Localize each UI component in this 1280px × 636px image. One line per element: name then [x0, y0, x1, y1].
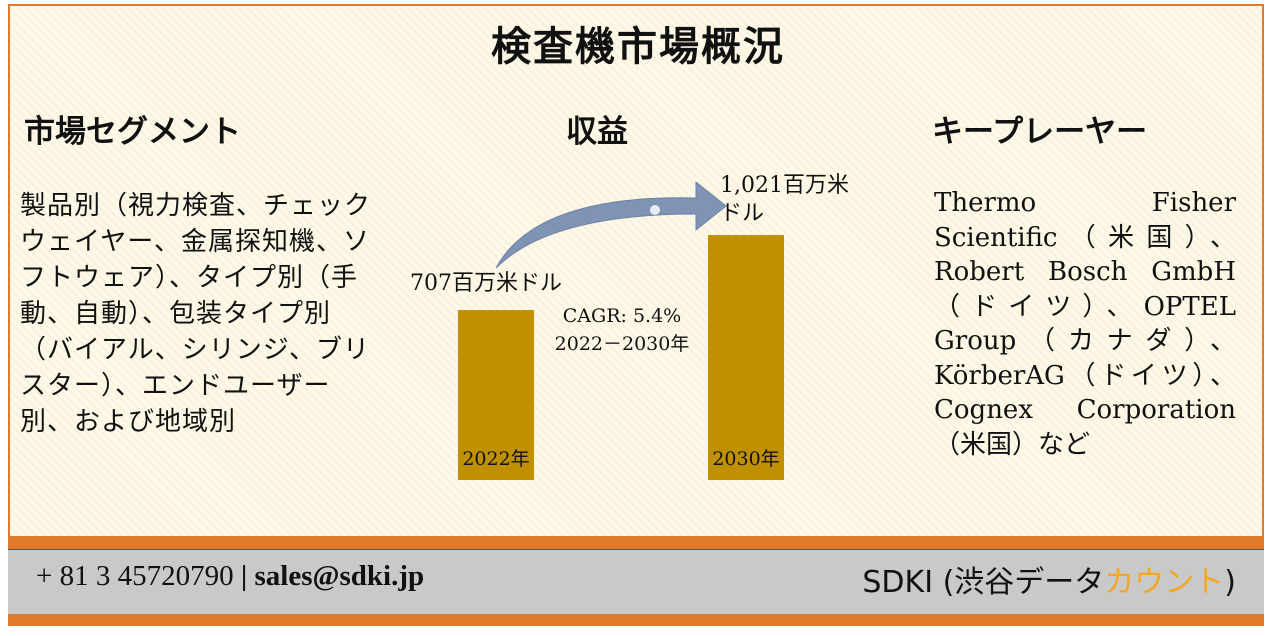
value-label-2022: 707百万米ドル	[410, 271, 562, 296]
email-link[interactable]: sales@sdki.jp	[254, 560, 425, 592]
arrow-dot	[650, 205, 660, 215]
value-label-2030-line1: 1,021百万米	[720, 173, 849, 198]
segment-text: 製品別（視力検査、チェックウェイヤー、金属探知機、ソフトウェア）、タイプ別（手動…	[20, 191, 372, 437]
footer-top-stripe	[8, 538, 1264, 549]
brand-main: SDKI (渋谷データ	[862, 565, 1105, 600]
key-players-heading: キープレーヤー	[932, 114, 1148, 150]
footer-bottom-stripe	[8, 614, 1264, 626]
bar-label-1: 2030年	[712, 448, 780, 470]
brand-accent: カウント	[1104, 565, 1225, 600]
bar-1	[708, 235, 784, 480]
infographic-panel: 検査機市場概況 市場セグメント 収益 キープレーヤー 製品別（視力検査、チェック…	[8, 4, 1264, 538]
cagr-period: 2022－2030年	[554, 333, 690, 355]
bar-0	[458, 310, 534, 480]
bar-label-0: 2022年	[462, 448, 530, 470]
value-label-2030: 1,021百万米 ドル	[720, 172, 849, 228]
cagr-value: CAGR: 5.4%	[562, 305, 682, 327]
segment-heading: 市場セグメント	[24, 114, 241, 150]
value-label-2030-line2: ドル	[720, 201, 765, 226]
contact-info: + 81 3 45720790 | sales@sdki.jp	[36, 560, 424, 593]
cagr-label: CAGR: 5.4% 2022－2030年	[542, 302, 702, 358]
revenue-heading: 収益	[566, 114, 628, 150]
phone-number: + 81 3 45720790	[36, 560, 234, 592]
brand-end: )	[1224, 565, 1236, 600]
contact-separator: |	[240, 560, 248, 592]
brand-name: SDKI (渋谷データカウント)	[862, 557, 1236, 601]
growth-arrow-icon	[495, 180, 727, 269]
key-players-text: Thermo Fisher Scientific（米国）、Robert Bosc…	[934, 188, 1236, 460]
page-title: 検査機市場概況	[491, 23, 785, 70]
